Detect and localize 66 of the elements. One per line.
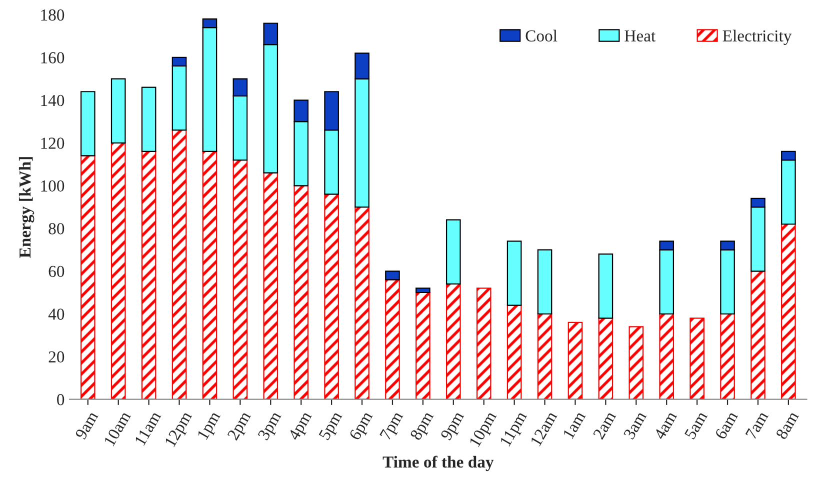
bar [294,185,309,400]
y-tick-label: 160 [41,52,64,64]
y-tick-label: 0 [57,394,64,406]
x-tick-label: 7pm [380,410,406,442]
bar [720,313,735,400]
y-tick-label: 100 [41,180,64,192]
bar [690,318,704,400]
x-tick-label: 4am [654,410,678,440]
bar [232,159,248,400]
x-tick-label: 9pm [440,410,468,443]
bar [354,206,370,400]
legend-label: Electricity [722,30,792,45]
x-tick-label: 4pm [288,410,315,443]
bar [416,288,430,294]
x-tick-label: 3am [623,410,647,440]
bar [172,130,187,400]
x-tick-label: 2am [592,410,616,440]
bar [598,253,614,319]
bar [263,172,278,400]
y-tick-label: 80 [48,223,64,234]
bar [110,78,126,144]
y-tick-label: 20 [48,351,64,363]
legend-label: Heat [624,30,656,42]
y-tick-label: 40 [48,308,64,320]
legend-label: Cool [526,30,558,42]
bar [80,155,96,400]
x-tick-label: 8am [775,410,800,440]
x-tick-label: 5am [684,410,708,440]
bar [628,326,644,400]
bar [141,86,156,152]
bar [110,142,126,400]
y-tick-label: 120 [41,138,64,149]
x-tick-label: 3pm [258,410,284,442]
bar [537,249,552,314]
bar [446,219,461,285]
x-tick-label: 9am [74,410,99,440]
bar [781,224,796,400]
x-tick-label: 6am [714,410,738,440]
x-tick-label: 5pm [318,410,346,442]
bar [416,292,430,400]
bar [446,283,461,400]
x-tick-label: 7am [745,410,769,440]
bar [476,288,492,400]
bar [324,194,339,400]
y-tick-label: 60 [48,266,64,278]
y-axis-title: Energy [kWh] [18,157,34,258]
bar [506,304,522,400]
bar [568,322,583,400]
bar [202,150,218,400]
bar [80,91,96,156]
y-tick-label: 180 [41,9,64,21]
bar [598,318,614,400]
bar [537,313,552,400]
y-tick-label: 140 [41,94,64,106]
bar [385,279,400,400]
x-axis-title: Time of the day [382,456,494,472]
bar [659,313,674,400]
x-tick-label: 1am [562,410,586,440]
bar [506,240,522,306]
bar [385,270,400,280]
bar [141,150,156,400]
x-tick-label: 8pm [410,410,437,442]
x-tick-label: 6pm [348,410,376,442]
x-tick-label: 2pm [227,410,254,442]
x-tick-label: 1pm [196,410,224,442]
bar [750,270,766,400]
